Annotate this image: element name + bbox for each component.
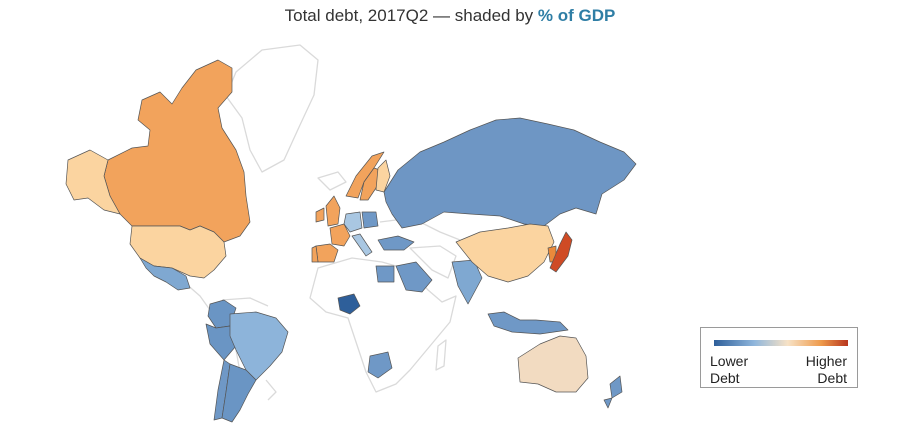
country-australia[interactable] (517, 335, 589, 393)
legend-high-line2: Debt (817, 370, 847, 386)
legend-high-line1: Higher (805, 353, 847, 369)
country-canada[interactable] (103, 59, 251, 243)
legend-gradient-bar (714, 340, 848, 346)
country-finland[interactable] (375, 159, 391, 193)
country-russia[interactable] (383, 117, 637, 229)
countries-shaded (65, 59, 637, 423)
legend-low-line1: Lower (710, 353, 749, 369)
country-poland[interactable] (361, 211, 379, 229)
country-new-zealand[interactable] (603, 375, 623, 409)
country-south-africa[interactable] (367, 351, 393, 379)
country-saudi-arabia[interactable] (395, 261, 433, 293)
country-brazil[interactable] (229, 311, 289, 381)
country-united-kingdom[interactable] (325, 195, 341, 227)
country-spain[interactable] (315, 243, 339, 263)
country-japan[interactable] (549, 231, 573, 273)
country-italy[interactable] (351, 233, 373, 257)
country-mexico[interactable] (139, 257, 191, 291)
madagascar (435, 339, 447, 371)
country-france[interactable] (329, 223, 351, 247)
legend-low-line2: Debt (710, 370, 740, 386)
country-indonesia[interactable] (487, 311, 569, 335)
chart-title: Total debt, 2017Q2 — shaded by % of GDP (0, 6, 900, 26)
measure-selector[interactable]: % of GDP (537, 6, 616, 25)
country-turkey[interactable] (377, 235, 415, 251)
country-united-states[interactable] (129, 225, 227, 279)
chart-title-prefix: Total debt, 2017Q2 — shaded by (284, 6, 538, 25)
greenland (225, 44, 319, 173)
legend-high-label: Higher Debt (806, 353, 847, 387)
country-portugal[interactable] (311, 245, 319, 263)
country-nigeria[interactable] (337, 293, 361, 315)
country-argentina[interactable] (221, 363, 257, 423)
country-ireland[interactable] (315, 207, 325, 223)
iceland (317, 171, 347, 191)
country-egypt[interactable] (375, 265, 395, 283)
color-legend: Lower Debt Higher Debt (700, 327, 858, 388)
country-alaska[interactable] (65, 149, 121, 215)
legend-low-label: Lower Debt (710, 353, 748, 387)
country-germany[interactable] (343, 211, 363, 233)
country-norway[interactable] (345, 151, 385, 199)
